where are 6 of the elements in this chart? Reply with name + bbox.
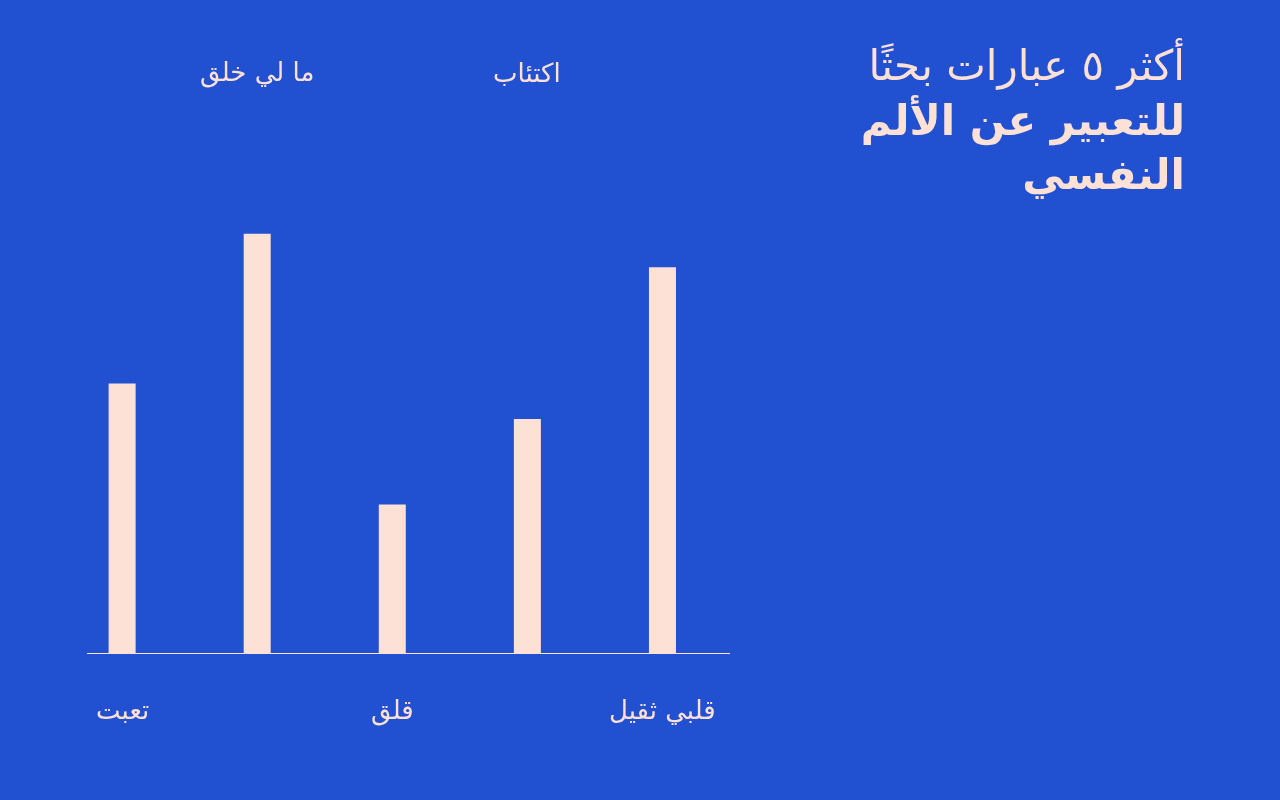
x-tick-label: اكتئاب [493,58,561,88]
x-tick-label: ما لي خلق [200,57,315,88]
x-tick-label: تعبت [96,695,150,725]
x-tick-label: قلبي ثقيل [609,695,716,725]
x-tick-label: قلق [371,695,414,726]
text: أكثر ٥ عبارات بحثًا للتعبير عن الألم النفسي [860,38,1185,201]
